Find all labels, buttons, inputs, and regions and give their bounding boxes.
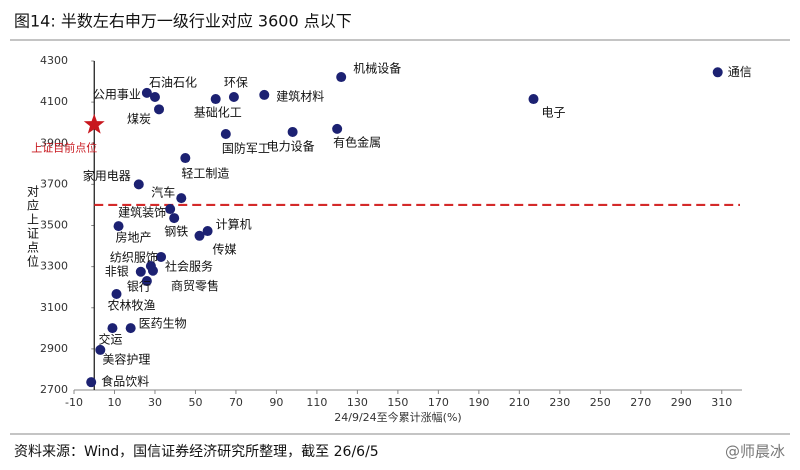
x-axis-label: 24/9/24至今累计涨幅(%) — [334, 410, 461, 424]
point-label: 美容护理 — [102, 351, 150, 366]
point — [86, 377, 97, 388]
point-label: 商贸零售 — [171, 278, 219, 293]
point-label: 计算机 — [216, 217, 252, 232]
point-label: 食品饮料 — [101, 374, 149, 389]
x-tick-label: 90 — [269, 396, 283, 409]
point-label: 煤炭 — [127, 112, 151, 126]
point-label: 汽车 — [151, 185, 175, 200]
y-tick-label: 2700 — [40, 383, 68, 396]
x-tick-label: -10 — [65, 396, 83, 409]
point-label: 传媒 — [212, 241, 236, 256]
point — [228, 91, 239, 102]
point — [141, 276, 152, 287]
point — [149, 91, 160, 102]
point — [135, 266, 146, 277]
point — [107, 323, 118, 334]
point-label: 农林牧渔 — [108, 298, 156, 312]
point — [287, 126, 298, 137]
x-tick-label: 70 — [229, 396, 243, 409]
x-tick-label: 190 — [468, 396, 489, 409]
y-tick-label: 3900 — [40, 136, 68, 149]
point — [147, 265, 158, 276]
point-label: 机械设备 — [353, 61, 401, 76]
x-tick-label: 30 — [148, 396, 162, 409]
point-label: 石油石化 — [149, 75, 197, 89]
reference-point — [83, 113, 105, 134]
point — [165, 204, 176, 215]
y-tick-label: 3300 — [40, 260, 68, 273]
point-label: 有色金属 — [333, 134, 381, 149]
point-label: 钢铁 — [164, 225, 188, 239]
x-tick-label: 170 — [428, 396, 449, 409]
x-tick-label: 50 — [188, 396, 202, 409]
point-label: 基础化工 — [194, 106, 242, 120]
point — [180, 153, 191, 164]
point-label: 建筑材料 — [276, 88, 324, 103]
point-label: 轻工制造 — [181, 167, 229, 181]
point — [154, 104, 165, 115]
point — [125, 323, 136, 334]
point — [95, 344, 106, 355]
x-tick-label: 230 — [549, 396, 570, 409]
point-label: 交运 — [98, 332, 122, 347]
point — [332, 123, 343, 134]
y-axis-label: 对应上证点位 — [26, 185, 40, 269]
point-label: 社会服务 — [165, 258, 213, 273]
point — [259, 89, 270, 100]
x-tick-label: 130 — [347, 396, 368, 409]
point — [111, 288, 122, 299]
y-tick-label: 4100 — [40, 95, 68, 108]
x-tick-label: 150 — [387, 396, 408, 409]
point-label: 银行 — [127, 280, 151, 294]
point-label: 通信 — [728, 65, 752, 79]
point-label: 房地产 — [116, 230, 152, 245]
point — [133, 179, 144, 190]
point — [141, 87, 152, 98]
point — [176, 193, 187, 204]
reference-point-label: 上证目前点位 — [31, 141, 97, 155]
x-tick-label: 290 — [671, 396, 692, 409]
chart-title: 图14: 半数左右申万一级行业对应 3600 点以下 — [14, 12, 352, 31]
x-tick-label: 270 — [630, 396, 651, 409]
point — [194, 230, 205, 241]
point-label: 家用电器 — [83, 168, 131, 183]
point — [210, 94, 221, 105]
point-label: 建筑装饰 — [118, 205, 166, 220]
point — [712, 67, 723, 78]
watermark: @师晨冰 — [725, 443, 785, 461]
point — [202, 226, 213, 237]
y-tick-label: 3700 — [40, 177, 68, 190]
point-label: 国防军工 — [222, 140, 270, 155]
point-label: 电力设备 — [267, 139, 315, 153]
x-tick-label: 10 — [107, 396, 121, 409]
point — [528, 94, 539, 105]
point — [220, 128, 231, 139]
point-label: 公用事业 — [93, 87, 141, 101]
y-tick-label: 3500 — [40, 219, 68, 232]
y-tick-label: 2900 — [40, 342, 68, 355]
point-label: 医药生物 — [139, 317, 187, 331]
point — [156, 251, 167, 262]
point-label: 电子 — [542, 106, 566, 120]
x-tick-label: 250 — [590, 396, 611, 409]
source-note: 资料来源：Wind，国信证券经济研究所整理，截至 26/6/5 — [14, 444, 379, 460]
y-tick-label: 3100 — [40, 301, 68, 314]
x-tick-label: 210 — [509, 396, 530, 409]
point-label: 环保 — [224, 75, 248, 89]
point-label: 非银 — [105, 264, 129, 278]
y-tick-label: 4300 — [40, 54, 68, 67]
point — [113, 221, 124, 232]
point — [336, 72, 347, 83]
point — [169, 213, 180, 224]
x-tick-label: 310 — [711, 396, 732, 409]
x-tick-label: 110 — [306, 396, 327, 409]
point-label: 纺织服饰 — [110, 251, 158, 265]
